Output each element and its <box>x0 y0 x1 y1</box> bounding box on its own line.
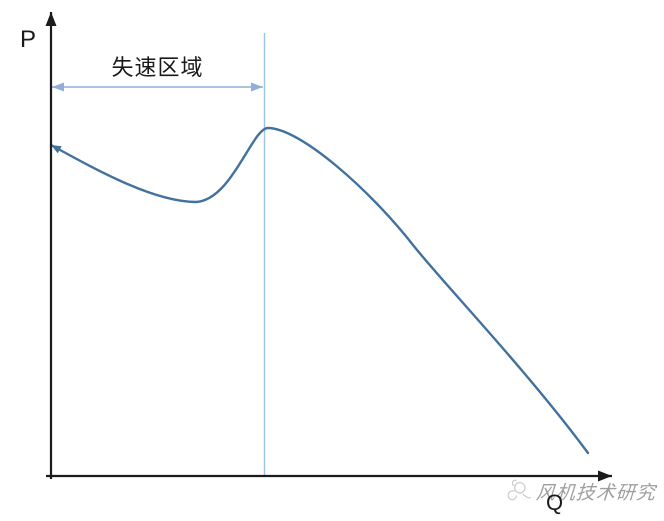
y-axis-label: P <box>20 26 37 53</box>
x-axis-label: Q <box>546 490 564 515</box>
stall-region-label: 失速区域 <box>111 55 204 80</box>
pq-curve <box>49 126 590 455</box>
